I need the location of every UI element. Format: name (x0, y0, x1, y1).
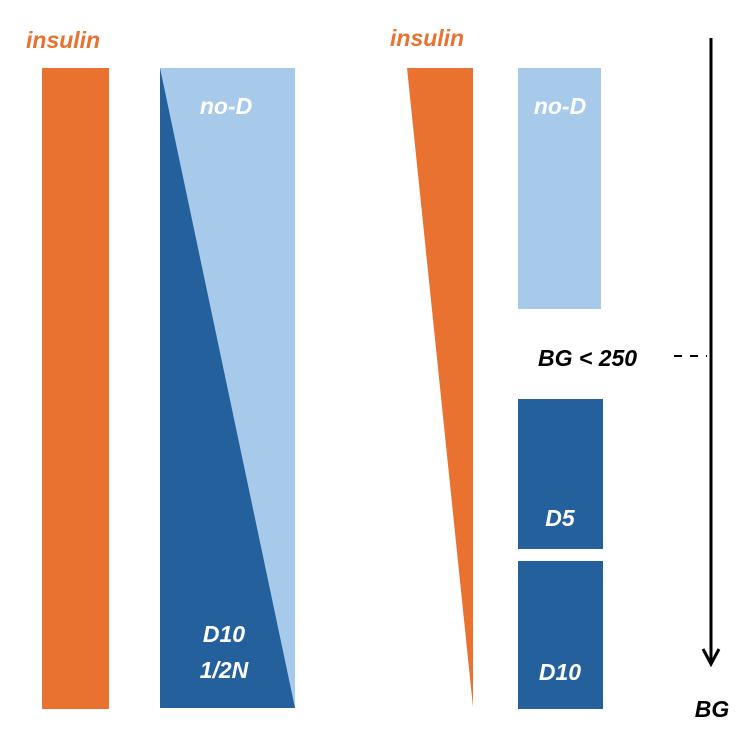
left-d10-label: D10 (203, 621, 245, 647)
right-d10-label: D10 (539, 659, 581, 685)
left-insulin-bar (42, 68, 109, 709)
right-d5-bar (518, 399, 603, 549)
right-insulin-taper (407, 68, 473, 707)
bg-axis-arrowhead-icon (701, 648, 721, 668)
threshold-label: BG < 250 (538, 345, 637, 371)
left-d10-region (160, 68, 295, 708)
right-no-d-label: no-D (534, 93, 586, 119)
bg-axis-label: BG (695, 696, 730, 722)
right-no-d-bar (518, 68, 601, 309)
left-half-ns-label: 1/2N (200, 657, 249, 683)
left-insulin-label: insulin (26, 27, 100, 53)
right-d10-bar (518, 561, 603, 709)
right-insulin-label: insulin (390, 25, 464, 51)
right-d5-label: D5 (545, 505, 576, 531)
left-no-d-label: no-D (200, 93, 252, 119)
